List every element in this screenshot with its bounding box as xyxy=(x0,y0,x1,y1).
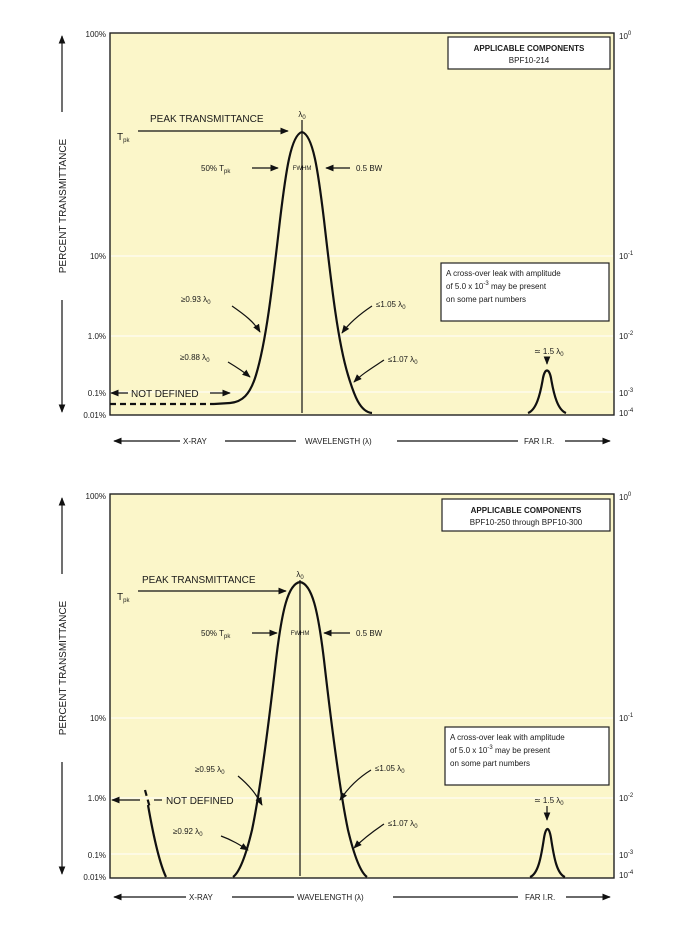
right-tick: 10-1 xyxy=(619,251,634,261)
components-value: BPF10-214 xyxy=(509,56,550,65)
lambda-label: λ0 xyxy=(298,110,306,121)
leak-line: on some part numbers xyxy=(446,295,526,304)
tpk-label: Tpk xyxy=(117,132,130,144)
peak-transmittance-label: PEAK TRANSMITTANCE xyxy=(142,575,256,586)
plot-area xyxy=(109,493,615,879)
far-ir-label: FAR I.R. xyxy=(525,893,555,902)
bw-label: 0.5 BW xyxy=(356,629,383,638)
leak-note-box xyxy=(444,726,610,786)
right-tick: 10-2 xyxy=(619,793,634,803)
right-tick: 100 xyxy=(619,31,632,41)
components-box xyxy=(447,36,611,70)
leak-note-box xyxy=(440,262,610,322)
annot-left-lower: ≥0.88 λ0 xyxy=(180,353,210,364)
right-tick: 10-1 xyxy=(619,713,634,723)
left-tick: 10% xyxy=(90,252,106,261)
annot-left-upper: ≥0.95 λ0 xyxy=(195,765,225,776)
xray-label: X-RAY xyxy=(189,893,214,902)
xray-region-curve xyxy=(146,804,167,878)
components-box xyxy=(441,498,611,532)
wavelength-label: WAVELENGTH (λ) xyxy=(297,893,364,902)
left-tick: 0.1% xyxy=(88,851,106,860)
far-ir-label: FAR I.R. xyxy=(524,437,554,446)
leak-line: A cross-over leak with amplitude xyxy=(446,269,561,278)
annot-right-lower: ≤1.07 λ0 xyxy=(388,355,418,366)
plot-area xyxy=(109,32,615,416)
panel-bottom: 100% 10% 1.0% 0.1% 0.01% 100 10-1 10-2 1… xyxy=(58,492,634,902)
components-value: BPF10-250 through BPF10-300 xyxy=(470,518,583,527)
right-tick: 10-3 xyxy=(619,388,634,398)
bw-label: 0.5 BW xyxy=(356,164,383,173)
left-tick: 100% xyxy=(86,30,106,39)
not-defined-label: NOT DEFINED xyxy=(131,389,199,400)
panel-top: 100% 10% 1.0% 0.1% 0.01% 100 10-1 10-2 1… xyxy=(58,30,634,446)
fifty-percent-label: 50% Tpk xyxy=(201,164,231,175)
left-tick: 1.0% xyxy=(88,794,106,803)
passband-curve xyxy=(213,130,373,415)
right-tick: 10-3 xyxy=(619,850,634,860)
left-tick: 0.1% xyxy=(88,389,106,398)
leak-line: of 5.0 x 10-3 may be present xyxy=(446,281,547,291)
peak-transmittance-label: PEAK TRANSMITTANCE xyxy=(150,114,264,125)
lambda-label: λ0 xyxy=(296,570,304,581)
leak-line: A cross-over leak with amplitude xyxy=(450,733,565,742)
annot-left-lower: ≥0.92 λ0 xyxy=(173,827,203,838)
right-tick: 100 xyxy=(619,492,632,502)
fwhm-label: FWHM xyxy=(291,631,310,637)
leak-peak-label: ≃ 1.5 λ0 xyxy=(534,796,564,807)
xray-label: X-RAY xyxy=(183,437,208,446)
left-tick: 1.0% xyxy=(88,332,106,341)
annot-right-lower: ≤1.07 λ0 xyxy=(388,819,418,830)
left-tick: 100% xyxy=(86,492,106,501)
right-tick: 10-2 xyxy=(619,331,634,341)
leak-line: on some part numbers xyxy=(450,759,530,768)
tpk-label: Tpk xyxy=(117,592,130,604)
left-tick: 0.01% xyxy=(83,873,106,882)
passband-curve xyxy=(232,580,368,878)
right-tick: 10-4 xyxy=(619,408,634,418)
leak-line: of 5.0 x 10-3 may be present xyxy=(450,745,551,755)
fwhm-label: FWHM xyxy=(293,166,312,172)
left-tick: 10% xyxy=(90,714,106,723)
annot-right-upper: ≤1.05 λ0 xyxy=(376,300,406,311)
fifty-percent-label: 50% Tpk xyxy=(201,629,231,640)
leak-peak-curve xyxy=(527,369,567,415)
undefined-region-dashed xyxy=(143,789,152,809)
components-title: APPLICABLE COMPONENTS xyxy=(474,44,585,53)
annot-right-upper: ≤1.05 λ0 xyxy=(375,764,405,775)
right-tick: 10-4 xyxy=(619,870,634,880)
leak-peak-curve xyxy=(529,827,566,879)
wavelength-label: WAVELENGTH (λ) xyxy=(305,437,372,446)
left-tick: 0.01% xyxy=(83,411,106,420)
annot-left-upper: ≥0.93 λ0 xyxy=(181,295,211,306)
leak-peak-label: ≃ 1.5 λ0 xyxy=(534,347,564,358)
components-title: APPLICABLE COMPONENTS xyxy=(471,506,582,515)
y-axis-label: PERCENT TRANSMITTANCE xyxy=(58,138,69,273)
not-defined-label: NOT DEFINED xyxy=(166,796,234,807)
y-axis-label: PERCENT TRANSMITTANCE xyxy=(58,600,69,735)
